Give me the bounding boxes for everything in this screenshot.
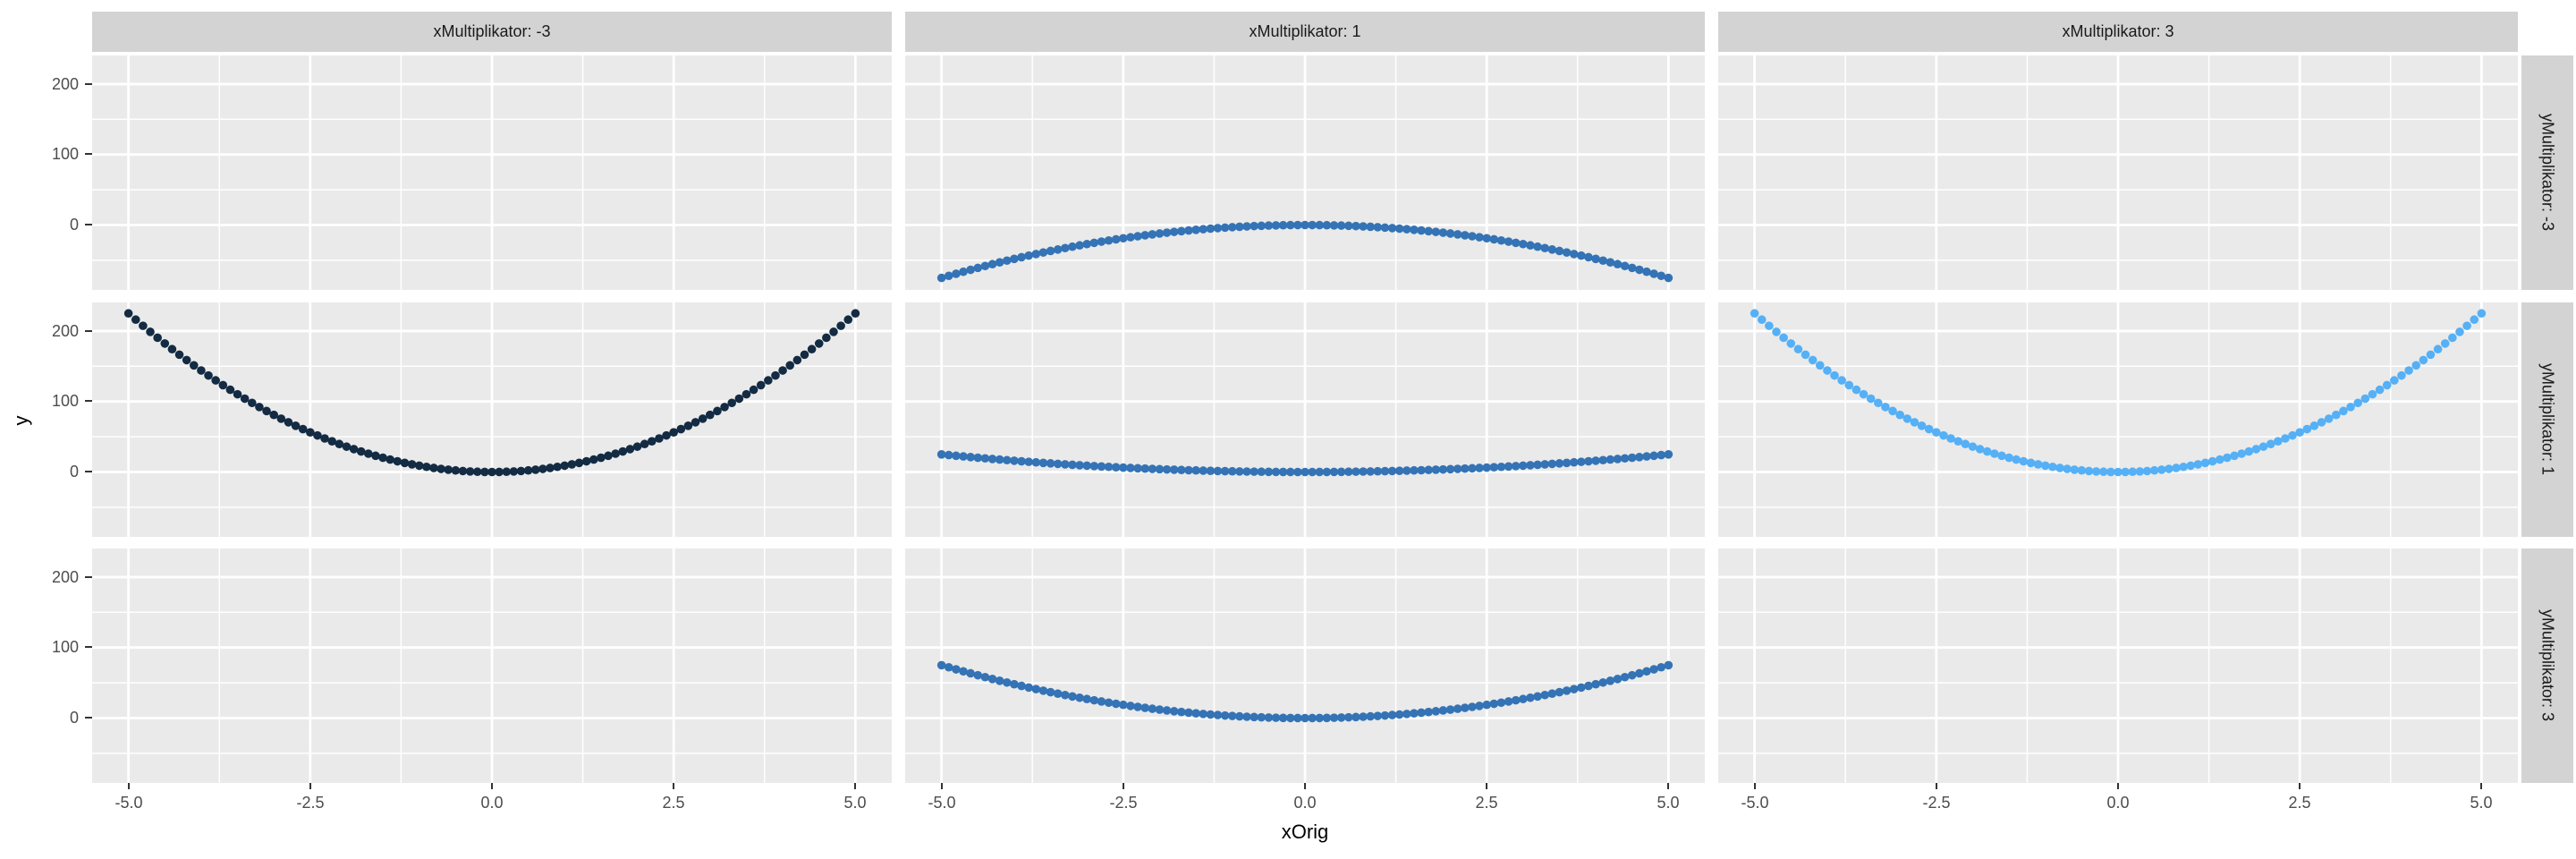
y-tick-mark bbox=[85, 471, 92, 472]
y-tick-label-200: 200 bbox=[51, 568, 79, 586]
panel-row2-col1 bbox=[905, 549, 1705, 783]
x-tick-label: 0.0 bbox=[1293, 794, 1317, 812]
x-tick-label: 5.0 bbox=[1657, 794, 1680, 812]
y-tick-mark bbox=[85, 717, 92, 719]
x-tick-label: -5.0 bbox=[1741, 794, 1769, 812]
x-tick-mark bbox=[1123, 782, 1124, 789]
x-tick-mark bbox=[2299, 782, 2301, 789]
y-tick-label-100: 100 bbox=[51, 638, 79, 656]
x-tick-mark bbox=[673, 782, 674, 789]
x-tick-label: 2.5 bbox=[2288, 794, 2311, 812]
x-tick-mark bbox=[2117, 782, 2119, 789]
col-strip-xmult-3: xMultiplikator: 3 bbox=[1718, 12, 2518, 52]
row-strip-label: yMultiplikator: -3 bbox=[2538, 114, 2557, 232]
x-tick-label: 0.0 bbox=[2106, 794, 2130, 812]
y-tick-label-100: 100 bbox=[51, 392, 79, 410]
panel-row0-col2 bbox=[1718, 55, 2518, 290]
y-tick-mark bbox=[85, 224, 92, 225]
x-tick-label: 0.0 bbox=[480, 794, 504, 812]
panel-row1-col1 bbox=[905, 302, 1705, 537]
row-strip-label: yMultiplikator: 3 bbox=[2538, 609, 2557, 722]
row-strip-ymult-1: yMultiplikator: 1 bbox=[2521, 302, 2573, 537]
x-tick-label: 2.5 bbox=[662, 794, 685, 812]
y-tick-label-200: 200 bbox=[51, 322, 79, 340]
x-tick-mark bbox=[309, 782, 311, 789]
y-tick-label-200: 200 bbox=[51, 75, 79, 93]
y-tick-label-0: 0 bbox=[69, 216, 79, 234]
panel-row1-col2 bbox=[1718, 302, 2518, 537]
x-tick-mark bbox=[2480, 782, 2482, 789]
row-strip-label: yMultiplikator: 1 bbox=[2538, 363, 2557, 476]
x-tick-label: -2.5 bbox=[1109, 794, 1138, 812]
x-tick-mark bbox=[1754, 782, 1756, 789]
x-tick-mark bbox=[1667, 782, 1669, 789]
col-strip-xmult-neg3: xMultiplikator: -3 bbox=[92, 12, 892, 52]
panel-row0-col0 bbox=[92, 55, 892, 290]
x-tick-label: -5.0 bbox=[928, 794, 956, 812]
panel-row2-col2 bbox=[1718, 549, 2518, 783]
y-tick-label-0: 0 bbox=[69, 463, 79, 481]
y-tick-mark bbox=[85, 576, 92, 578]
col-strip-label: xMultiplikator: 3 bbox=[2062, 22, 2174, 40]
x-tick-label: 2.5 bbox=[1475, 794, 1498, 812]
col-strip-label: xMultiplikator: -3 bbox=[433, 22, 551, 40]
panel-row2-col0 bbox=[92, 549, 892, 783]
y-tick-mark bbox=[85, 83, 92, 85]
y-tick-mark bbox=[85, 330, 92, 332]
x-tick-mark bbox=[1486, 782, 1487, 789]
panel-row0-col1 bbox=[905, 55, 1705, 290]
x-tick-mark bbox=[854, 782, 856, 789]
x-tick-label: -5.0 bbox=[114, 794, 143, 812]
x-tick-mark bbox=[1936, 782, 1937, 789]
row-strip-ymult-3: yMultiplikator: 3 bbox=[2521, 549, 2573, 783]
col-strip-label: xMultiplikator: 1 bbox=[1249, 22, 1361, 40]
y-tick-label-0: 0 bbox=[69, 709, 79, 727]
x-axis-title: xOrig bbox=[1281, 821, 1329, 843]
y-tick-label-100: 100 bbox=[51, 145, 79, 163]
x-tick-label: 5.0 bbox=[2470, 794, 2493, 812]
x-tick-mark bbox=[491, 782, 493, 789]
x-tick-mark bbox=[1304, 782, 1306, 789]
y-tick-mark bbox=[85, 153, 92, 155]
row-strip-ymult-neg3: yMultiplikator: -3 bbox=[2521, 55, 2573, 290]
panel-row1-col0 bbox=[92, 302, 892, 537]
col-strip-xmult-1: xMultiplikator: 1 bbox=[905, 12, 1705, 52]
x-tick-mark bbox=[128, 782, 130, 789]
x-tick-label: 5.0 bbox=[843, 794, 867, 812]
y-tick-mark bbox=[85, 400, 92, 402]
x-tick-label: -2.5 bbox=[1922, 794, 1951, 812]
y-tick-mark bbox=[85, 646, 92, 648]
x-tick-mark bbox=[941, 782, 943, 789]
x-tick-label: -2.5 bbox=[296, 794, 325, 812]
